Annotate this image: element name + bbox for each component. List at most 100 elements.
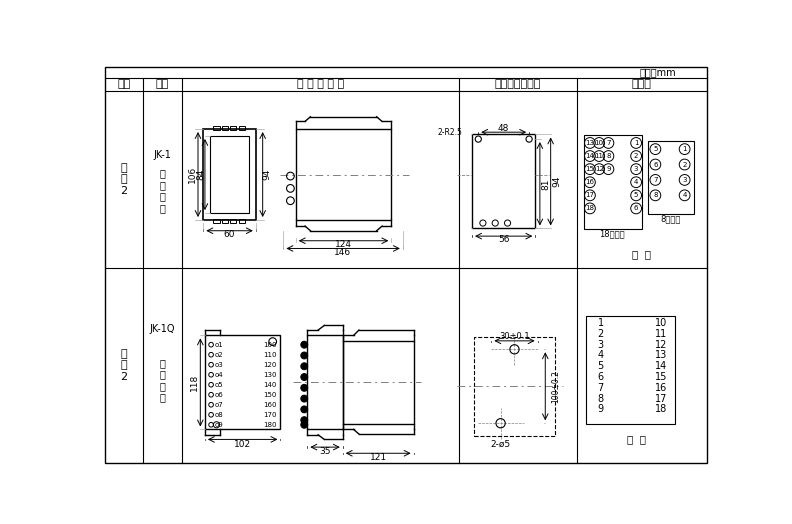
Bar [222, 219, 228, 223]
Circle shape [301, 352, 308, 359]
Bar [474, 337, 554, 435]
Text: o3: o3 [215, 362, 223, 368]
Bar [205, 335, 280, 429]
Bar [230, 219, 237, 223]
Text: 17: 17 [654, 394, 667, 403]
Text: 正  视: 正 视 [626, 434, 645, 444]
Text: 15: 15 [654, 372, 667, 382]
Text: o5: o5 [215, 382, 223, 388]
Circle shape [301, 341, 308, 348]
Text: 7: 7 [598, 383, 604, 393]
Text: 6: 6 [598, 372, 604, 382]
Text: 8: 8 [598, 394, 604, 403]
Text: JK-1: JK-1 [154, 149, 172, 159]
Text: 板
后
接
线: 板 后 接 线 [160, 168, 166, 213]
Text: 17: 17 [585, 192, 595, 198]
Text: 16: 16 [655, 383, 667, 393]
Text: 110: 110 [263, 352, 276, 358]
Bar [472, 135, 535, 228]
Text: o8: o8 [215, 412, 223, 418]
Text: 13: 13 [585, 140, 595, 146]
Text: 3: 3 [598, 340, 604, 350]
Text: o4: o4 [215, 372, 223, 378]
Text: 端子图: 端子图 [631, 80, 652, 90]
Text: 7: 7 [606, 140, 611, 146]
Text: 81: 81 [542, 178, 550, 190]
Text: 13: 13 [655, 351, 667, 361]
Text: 9: 9 [606, 166, 611, 172]
Text: 4: 4 [598, 351, 604, 361]
Bar [307, 335, 343, 429]
Bar [213, 126, 219, 130]
Text: 94: 94 [262, 169, 271, 180]
Bar [239, 219, 245, 223]
Text: 30±0.1: 30±0.1 [499, 332, 530, 341]
Text: 150: 150 [263, 392, 276, 398]
Text: 124: 124 [335, 240, 352, 249]
Text: 8点端子: 8点端子 [661, 215, 681, 224]
Text: 48: 48 [498, 124, 509, 133]
Text: 1: 1 [683, 146, 687, 152]
Text: 4: 4 [683, 192, 687, 198]
Text: 11: 11 [655, 329, 667, 339]
Text: 180: 180 [263, 422, 276, 428]
Text: 4: 4 [634, 179, 638, 185]
Text: 2: 2 [598, 329, 604, 339]
Text: 118: 118 [190, 374, 200, 391]
Bar [648, 141, 694, 214]
Text: 2: 2 [683, 161, 687, 168]
Bar [222, 126, 228, 130]
Text: 11: 11 [595, 153, 604, 159]
Text: 3: 3 [683, 177, 687, 183]
Text: o1: o1 [215, 342, 223, 348]
Text: 14: 14 [655, 361, 667, 372]
Text: 背  视: 背 视 [632, 249, 651, 259]
Circle shape [301, 395, 308, 402]
Text: 120: 120 [263, 362, 276, 368]
Text: 8: 8 [653, 192, 657, 198]
Circle shape [301, 406, 308, 413]
Text: o7: o7 [215, 402, 223, 408]
Text: 安装开孔尺寸图: 安装开孔尺寸图 [494, 80, 541, 90]
Text: 14: 14 [585, 153, 594, 159]
Text: 10: 10 [595, 140, 604, 146]
Text: o2: o2 [215, 352, 223, 358]
Text: 外 形 尺 寸 图: 外 形 尺 寸 图 [297, 80, 344, 90]
Text: 6: 6 [634, 205, 638, 211]
Text: 146: 146 [334, 248, 352, 257]
Text: 18: 18 [585, 205, 595, 211]
Bar [586, 316, 675, 424]
Text: 12: 12 [654, 340, 667, 350]
Text: 106: 106 [188, 166, 197, 183]
Bar [230, 126, 237, 130]
Bar [239, 126, 245, 130]
Text: 12: 12 [595, 166, 604, 172]
Text: 140: 140 [263, 382, 276, 388]
Text: 2: 2 [634, 153, 638, 159]
Circle shape [301, 421, 308, 428]
Text: o9: o9 [215, 422, 223, 428]
Bar [343, 341, 413, 424]
Bar [584, 135, 642, 229]
Text: 1: 1 [634, 140, 638, 146]
Text: 170: 170 [263, 412, 276, 418]
Circle shape [301, 417, 308, 423]
Text: 100: 100 [263, 342, 276, 348]
Text: 附
图
2: 附 图 2 [120, 162, 128, 196]
Text: 2-R2.5: 2-R2.5 [437, 128, 462, 137]
Text: 56: 56 [498, 235, 509, 245]
Circle shape [301, 363, 308, 370]
Text: 10: 10 [655, 318, 667, 328]
Text: 3: 3 [634, 166, 638, 172]
Text: 130: 130 [263, 372, 276, 378]
Text: 单位：mm: 单位：mm [640, 67, 676, 77]
Text: 附
图
2: 附 图 2 [120, 349, 128, 382]
Text: 结构: 结构 [156, 80, 169, 90]
Bar [204, 129, 256, 220]
Text: 84: 84 [196, 169, 206, 180]
Text: 5: 5 [598, 361, 604, 372]
Text: 35: 35 [319, 447, 331, 456]
Text: 1: 1 [598, 318, 604, 328]
Text: 板
前
接
线: 板 前 接 线 [160, 358, 166, 402]
Text: 102: 102 [234, 440, 251, 449]
